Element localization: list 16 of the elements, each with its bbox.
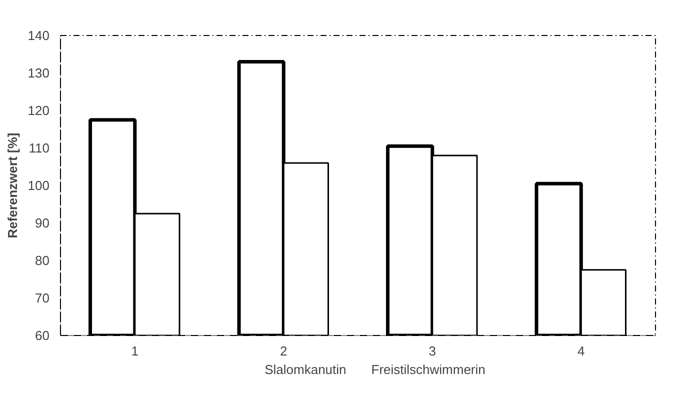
y-tick-label: 80 bbox=[35, 253, 50, 268]
y-tick-label: 100 bbox=[28, 178, 50, 193]
x-tick-label: 3 bbox=[428, 344, 436, 358]
y-tick-label: 130 bbox=[28, 66, 50, 80]
y-tick-label: 60 bbox=[35, 328, 50, 343]
x-tick-label: 4 bbox=[578, 344, 585, 358]
y-tick-label: 90 bbox=[35, 216, 50, 230]
text: Freistilschwimmerin bbox=[371, 362, 486, 377]
y-axis-title: Referenzwert [%] bbox=[4, 132, 20, 238]
y-tick-label: 120 bbox=[28, 103, 50, 118]
y-tick-label: 110 bbox=[28, 140, 50, 156]
y-tick-label: 140 bbox=[28, 28, 50, 43]
x-tick-label: 1 bbox=[131, 344, 138, 358]
x-tick-label: 2 bbox=[280, 344, 288, 358]
text: Slalomkanutin bbox=[264, 362, 346, 377]
y-tick-label: 70 bbox=[35, 290, 50, 306]
